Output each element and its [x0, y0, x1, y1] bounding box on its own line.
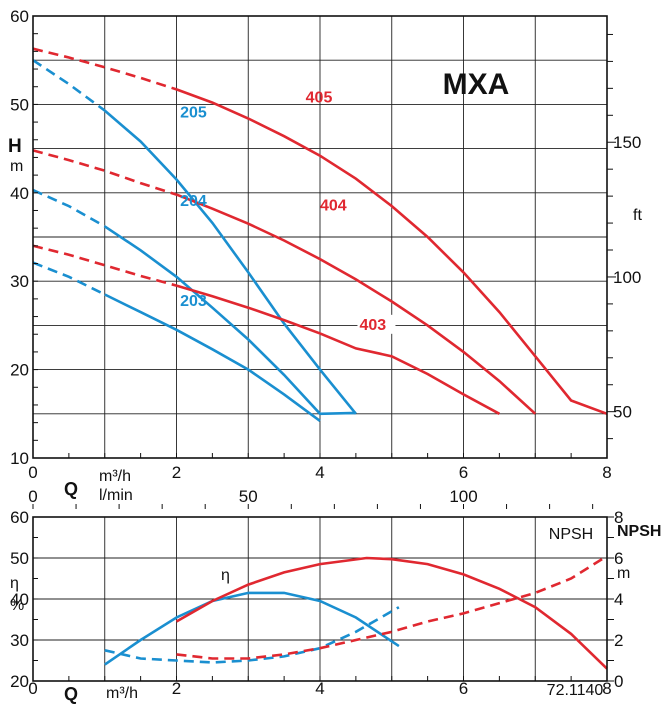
figure-code-footnote: 72.1140 [547, 682, 604, 699]
y-right-axis-label-npsh: NPSH [617, 523, 661, 540]
y-axis-symbol-h: H [8, 136, 22, 157]
curve-label-205: 205 [180, 105, 207, 122]
curve-eta-200 [104, 591, 400, 666]
y-right-tick-label: 100 [613, 268, 641, 287]
efficiency-y-ticks: 20 30 40 50 60 [10, 508, 38, 691]
x-tick-label: 8 [602, 679, 611, 698]
y-right-tick-label: 50 [613, 403, 632, 422]
x-tick-label: 8 [602, 463, 611, 482]
y-right-tick-label: 150 [613, 133, 641, 152]
curve-205 [103, 109, 357, 415]
curve-405-dashed [32, 47, 177, 91]
x-tick-label: 6 [459, 679, 468, 698]
y-right-tick-label: 8 [614, 508, 623, 527]
y-tick-label: 50 [10, 95, 29, 114]
y-axis-unit-m: m [10, 158, 23, 175]
y-right-tick-label: 2 [614, 631, 623, 650]
y-right-axis-unit-m: m [617, 565, 630, 582]
efficiency-x-ticks: 0 2 4 6 8 [28, 676, 612, 698]
x-axis-unit-m3h: m³/h [99, 468, 131, 485]
curve-eta-400 [175, 556, 608, 670]
head-x-ticks: 0 2 4 6 8 [28, 453, 612, 482]
x-tick-label: 0 [28, 463, 37, 482]
y-tick-label: 20 [10, 672, 29, 691]
head-y-ticks: 10 20 30 40 50 60 [10, 7, 38, 468]
head-chart-grid [33, 16, 607, 458]
curve-204 [104, 225, 356, 416]
curve-label-403: 403 [359, 317, 386, 334]
curve-403 [176, 284, 501, 415]
x-axis-unit-lmin: l/min [99, 487, 133, 504]
y-tick-label: 40 [10, 184, 29, 203]
x-axis-symbol-q: Q [64, 479, 78, 499]
curve-404 [176, 193, 537, 415]
head-lmin-ticks: 0 50 100 [28, 487, 594, 509]
efficiency-chart-grid [33, 517, 607, 681]
eta-curve-label: η [221, 567, 230, 584]
npsh-y-right-ticks: 0 2 4 6 8 [607, 508, 623, 691]
y-tick-label: 60 [10, 508, 29, 527]
head-curve-labels: 203 204 205 403 404 405 [180, 90, 396, 334]
y-tick-label: 50 [10, 549, 29, 568]
efficiency-npsh-chart: 20 30 40 50 60 0 2 4 6 8 0 2 4 6 8 η % NPSH m NPSH η… [10, 508, 661, 704]
y-axis-symbol-eta: η [10, 575, 19, 592]
curve-205-dashed [32, 59, 106, 112]
curve-npsh-200 [104, 606, 400, 664]
x-tick-label: 0 [28, 679, 37, 698]
chart-title-mxa: MXA [443, 68, 510, 101]
curve-203 [104, 293, 321, 422]
x-tick-label: 4 [315, 679, 324, 698]
x-axis-unit-m3h-bottom: m³/h [106, 685, 138, 702]
efficiency-npsh-curves [104, 554, 608, 670]
y-right-tick-label: 0 [614, 672, 623, 691]
x-tick-label: 6 [459, 463, 468, 482]
x-axis-symbol-q-bottom: Q [64, 684, 78, 704]
head-y-right-ticks: 50 100 150 [607, 33, 641, 440]
y-right-axis-unit-ft: ft [633, 207, 642, 224]
x-tick-label: 4 [315, 463, 324, 482]
y-tick-label: 40 [10, 590, 29, 609]
head-curves [32, 47, 608, 422]
y-tick-label: 60 [10, 7, 29, 26]
curve-label-405: 405 [306, 90, 333, 107]
curve-404-dashed [32, 149, 177, 196]
curve-npsh-400 [176, 554, 608, 660]
lmin-tick-label: 0 [28, 487, 37, 506]
curve-203-dashed [32, 261, 106, 296]
label-bg [357, 314, 396, 334]
y-tick-label: 10 [10, 449, 29, 468]
y-tick-label: 30 [10, 631, 29, 650]
x-tick-label: 2 [172, 679, 181, 698]
curve-204-dashed [32, 188, 106, 228]
curve-405 [176, 88, 608, 416]
x-tick-label: 2 [172, 463, 181, 482]
y-tick-label: 20 [10, 361, 29, 380]
curve-label-204: 204 [180, 193, 207, 210]
y-right-tick-label: 6 [614, 549, 623, 568]
curve-label-203: 203 [180, 293, 207, 310]
npsh-legend-text: NPSH [549, 526, 593, 543]
curve-403-dashed [32, 244, 177, 287]
lmin-tick-label: 50 [239, 487, 258, 506]
curve-label-404: 404 [320, 197, 347, 214]
y-axis-unit-percent: % [10, 597, 24, 614]
lmin-tick-label: 100 [449, 487, 477, 506]
y-tick-label: 30 [10, 272, 29, 291]
y-right-tick-label: 4 [614, 590, 623, 609]
